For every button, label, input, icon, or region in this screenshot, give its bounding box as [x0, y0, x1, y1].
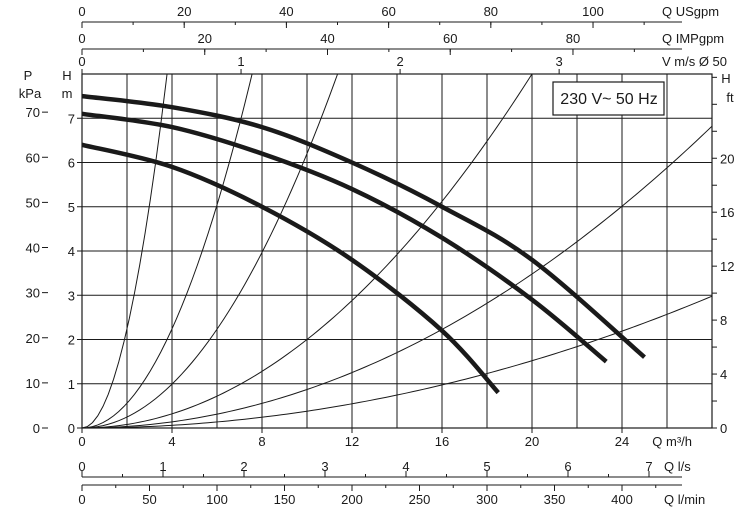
scale-tick-label: 7	[645, 459, 652, 474]
y-m-tick-label: 0	[68, 421, 75, 436]
y-m-axis-unit: m	[62, 86, 73, 101]
scale-axis-title: Q l/min	[664, 492, 705, 507]
y-kpa-tick-label: 20	[26, 331, 40, 346]
y-ft-axis-title: H	[721, 71, 730, 86]
system-curve	[81, 295, 713, 429]
scale-tick-label: 2	[240, 459, 247, 474]
pump-curve	[81, 111, 608, 364]
x-tick-label: 8	[258, 434, 265, 449]
voltage-badge-text: 230 V~ 50 Hz	[560, 91, 657, 108]
scale-tick-label: 80	[566, 31, 580, 46]
scale-tick-label: 40	[279, 4, 293, 19]
y-ft-tick-label: 8	[720, 313, 727, 328]
scale-tick-label: 20	[177, 4, 191, 19]
scale-tick-label: 400	[611, 492, 633, 507]
scale-axis-title: Q IMPgpm	[662, 31, 724, 46]
scale-tick-label: 0	[78, 459, 85, 474]
scale-tick-label: 80	[484, 4, 498, 19]
y-ft-tick-label: 4	[720, 367, 727, 382]
scale-axis-title: Q USgpm	[662, 4, 719, 19]
scale-tick-label: 6	[564, 459, 571, 474]
y-m-tick-label: 2	[68, 333, 75, 348]
scale-tick-label: 60	[381, 4, 395, 19]
x-tick-label: 16	[435, 434, 449, 449]
x-tick-label: 0	[78, 434, 85, 449]
y-kpa-axis-unit: kPa	[19, 86, 42, 101]
plot-frame	[81, 73, 713, 429]
y-m-tick-label: 4	[68, 244, 75, 259]
scale-tick-label: 60	[443, 31, 457, 46]
y-m-tick-label: 5	[68, 200, 75, 215]
velocity-tick-label: 1	[237, 54, 244, 69]
velocity-axis-title: V m/s Ø 50	[662, 54, 727, 69]
system-curve	[81, 73, 168, 429]
scale-tick-label: 0	[78, 4, 85, 19]
x-axis-title: Q m³/h	[652, 434, 692, 449]
y-m-tick-label: 1	[68, 377, 75, 392]
y-ft-axis-unit: ft	[726, 90, 734, 105]
pump-curve	[81, 142, 500, 395]
scale-tick-label: 3	[321, 459, 328, 474]
y-kpa-tick-label: 50	[26, 195, 40, 210]
scale-tick-label: 250	[409, 492, 431, 507]
y-ft-tick-label: 0	[720, 421, 727, 436]
scale-tick-label: 40	[320, 31, 334, 46]
scale-tick-label: 150	[274, 492, 296, 507]
x-tick-label: 20	[525, 434, 539, 449]
y-m-tick-label: 6	[68, 156, 75, 171]
scale-tick-label: 0	[78, 492, 85, 507]
x-tick-label: 4	[168, 434, 175, 449]
voltage-badge: 230 V~ 50 Hz	[552, 81, 665, 116]
y-kpa-tick-label: 70	[26, 105, 40, 120]
scale-tick-label: 20	[198, 31, 212, 46]
velocity-tick-label: 2	[396, 54, 403, 69]
y-m-tick-label: 3	[68, 288, 75, 303]
y-kpa-axis-title: P	[24, 68, 33, 83]
pump-curves	[81, 93, 646, 395]
scale-tick-label: 100	[206, 492, 228, 507]
scale-tick-label: 50	[142, 492, 156, 507]
x-tick-label: 24	[615, 434, 629, 449]
grid	[81, 73, 713, 429]
system-curve	[81, 73, 253, 429]
axis-labels: 01234567010203040506070048121620PkPaHmHf…	[19, 4, 735, 507]
scale-tick-label: 1	[159, 459, 166, 474]
velocity-tick-label: 3	[556, 54, 563, 69]
scale-tick-label: 200	[341, 492, 363, 507]
scale-tick-label: 350	[544, 492, 566, 507]
system-curve	[81, 125, 713, 429]
y-ft-tick-label: 16	[720, 205, 734, 220]
scale-tick-label: 4	[402, 459, 409, 474]
system-curves	[81, 73, 713, 429]
y-ft-tick-label: 12	[720, 259, 734, 274]
scale-axis-title: Q l/s	[664, 459, 691, 474]
scale-tick-label: 0	[78, 31, 85, 46]
scale-tick-label: 5	[483, 459, 490, 474]
velocity-tick-label: 0	[78, 54, 85, 69]
y-kpa-tick-label: 40	[26, 241, 40, 256]
system-curve	[81, 73, 533, 429]
scale-tick-label: 300	[476, 492, 498, 507]
y-m-axis-title: H	[62, 68, 71, 83]
y-kpa-tick-label: 0	[33, 421, 40, 436]
scale-tick-label: 100	[582, 4, 604, 19]
system-curve	[81, 73, 339, 429]
y-kpa-tick-label: 30	[26, 286, 40, 301]
y-kpa-tick-label: 10	[26, 376, 40, 391]
y-m-tick-label: 7	[68, 111, 75, 126]
y-ft-tick-label: 20	[720, 151, 734, 166]
x-tick-label: 12	[345, 434, 359, 449]
axes	[42, 21, 717, 491]
y-kpa-tick-label: 60	[26, 150, 40, 165]
pump-curve	[81, 93, 646, 359]
